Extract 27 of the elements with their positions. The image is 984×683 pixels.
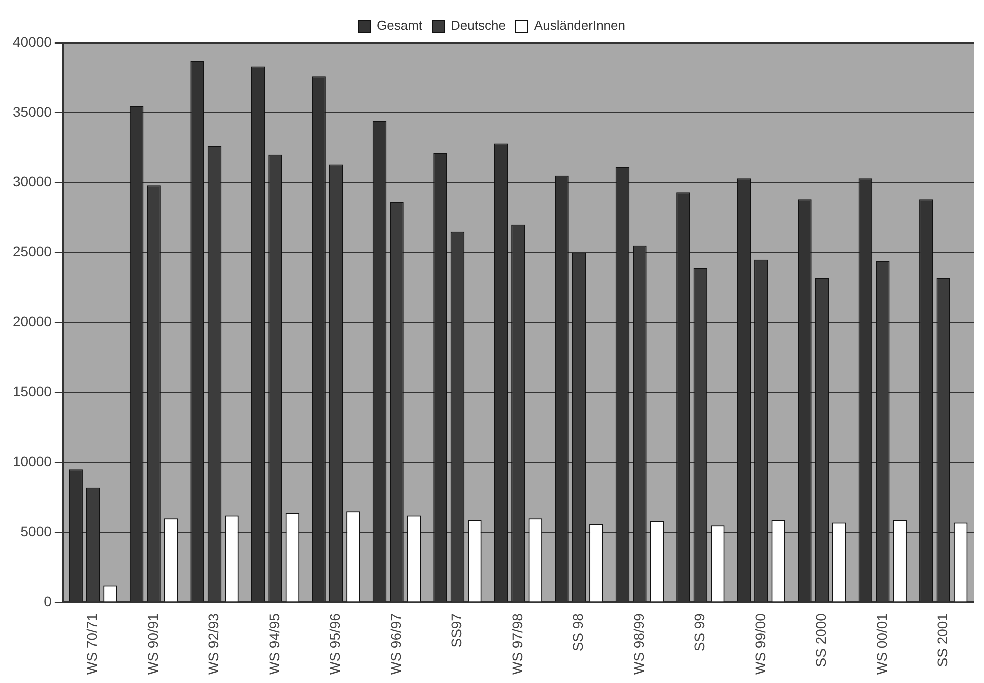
y-tick-label: 30000 xyxy=(12,174,52,190)
x-tick-label: WS 96/97 xyxy=(388,613,404,676)
x-tick-label: WS 94/95 xyxy=(266,613,282,676)
y-tick-label: 35000 xyxy=(12,104,52,120)
x-tick-label: WS 95/96 xyxy=(327,613,344,676)
x-tick-label: SS 2001 xyxy=(934,613,950,668)
legend-label: AusländerInnen xyxy=(534,18,626,34)
y-tick-label: 0 xyxy=(44,593,52,610)
x-tick-label: SS97 xyxy=(448,613,465,648)
y-tick-label: 40000 xyxy=(12,34,52,50)
x-tick-label: SS 2000 xyxy=(813,613,830,668)
x-tick-label: WS 70/71 xyxy=(84,613,100,676)
y-tick-label: 25000 xyxy=(12,244,52,260)
x-tick-label: WS 97/98 xyxy=(509,613,526,676)
x-tick-label: WS 98/99 xyxy=(630,613,647,676)
x-tick-label: SS 98 xyxy=(570,613,586,652)
y-tick-label: 5000 xyxy=(20,523,52,540)
y-tick-label: 15000 xyxy=(12,384,52,400)
x-tick-label: WS 99/00 xyxy=(752,613,768,676)
x-tick-label: WS 92/93 xyxy=(206,613,222,676)
x-tick-label: WS 90/91 xyxy=(144,613,161,676)
legend-label: Deutsche xyxy=(451,18,506,34)
y-tick-label: 10000 xyxy=(12,454,52,470)
legend-label: Gesamt xyxy=(377,18,423,34)
x-tick-label: WS 00/01 xyxy=(874,613,890,676)
x-tick-label: SS 99 xyxy=(692,613,708,652)
y-tick-label: 20000 xyxy=(12,314,52,330)
